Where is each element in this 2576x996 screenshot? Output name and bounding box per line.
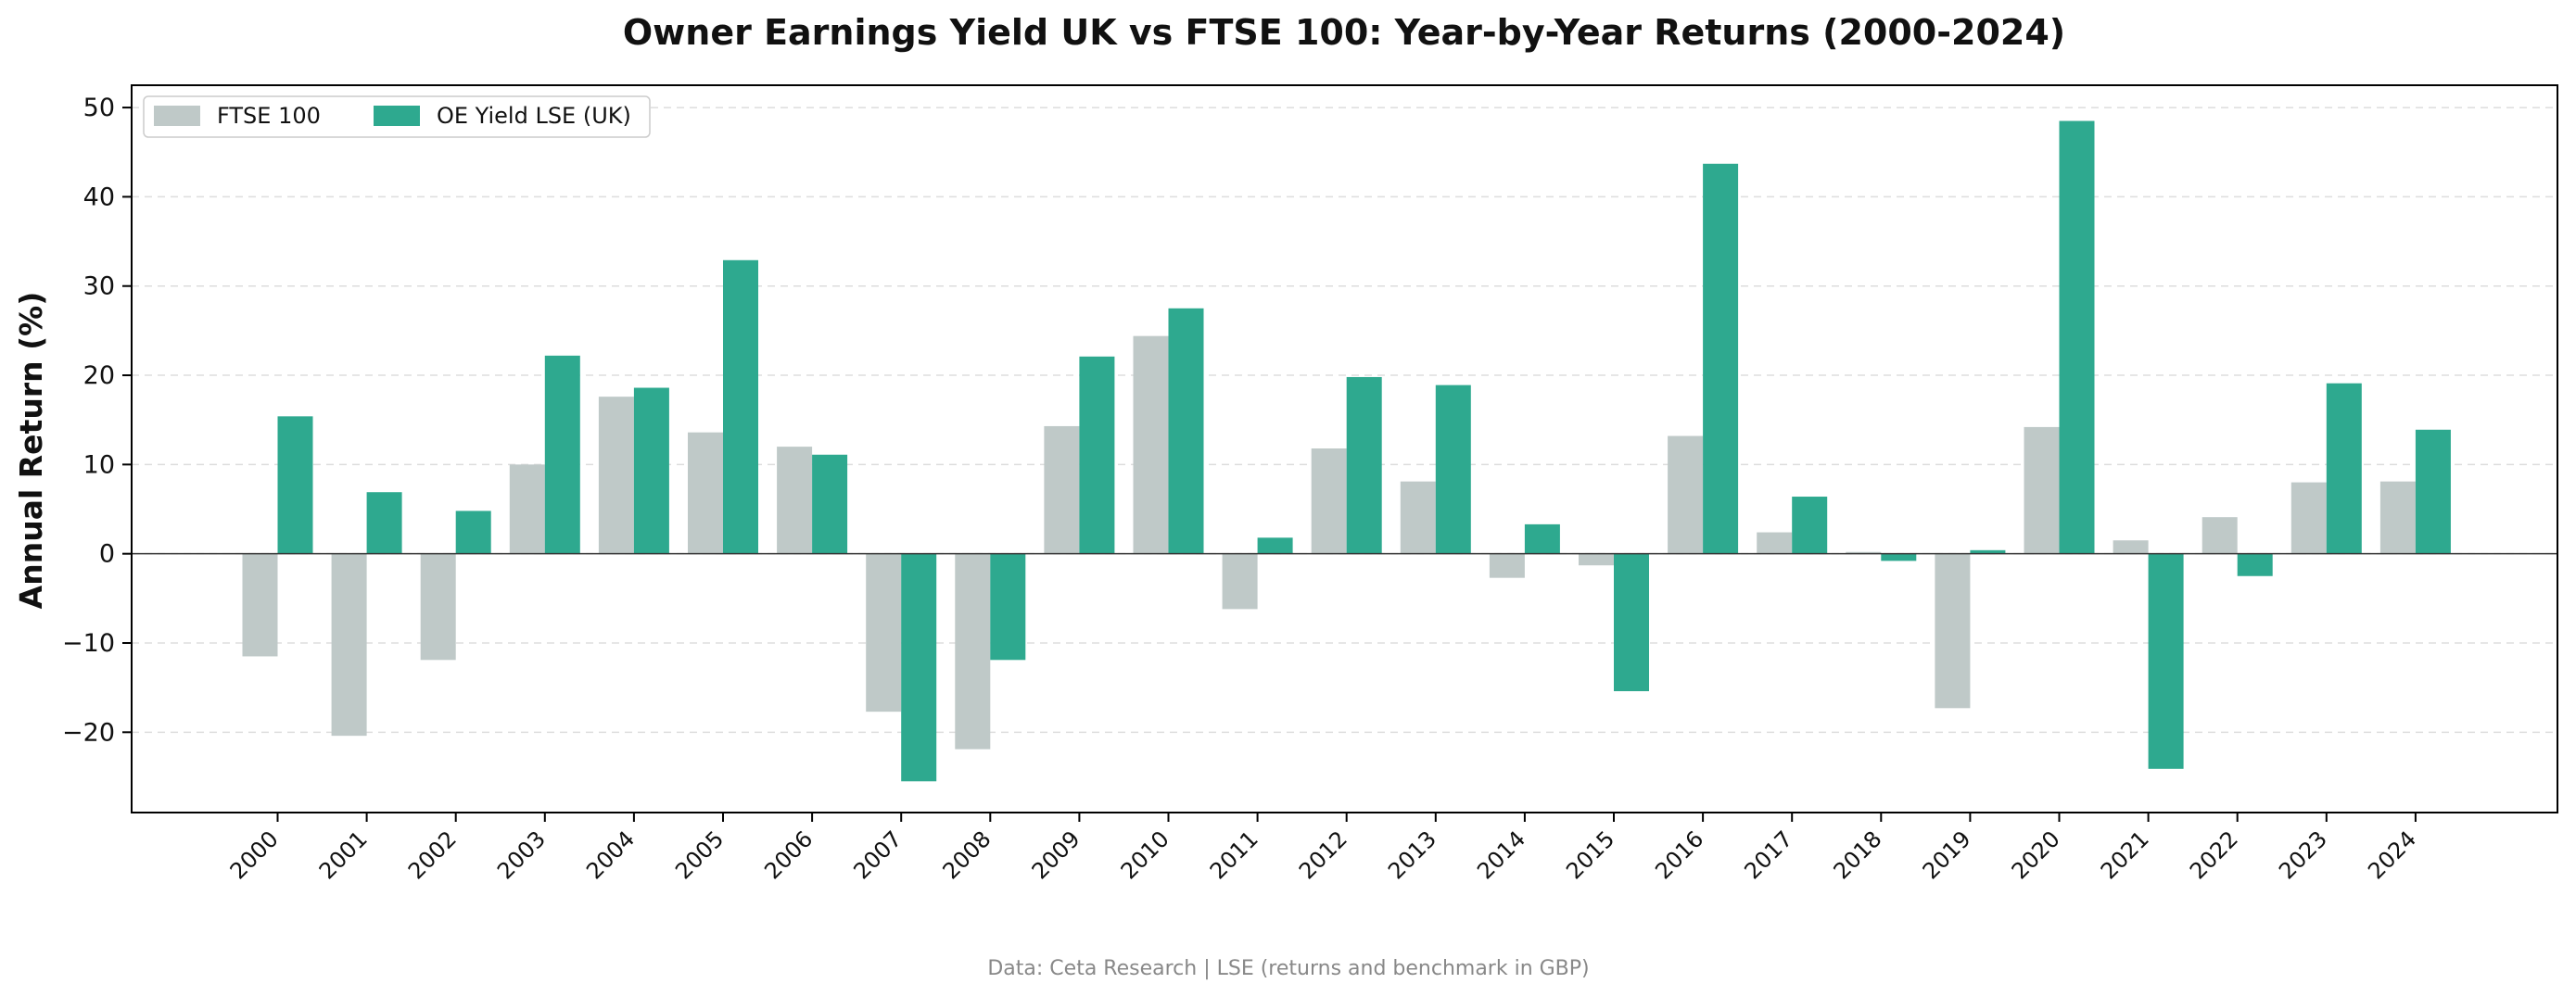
x-tick-label: 2016 bbox=[1650, 826, 1708, 884]
bar-oe-yield bbox=[2326, 383, 2362, 554]
x-tick-label: 2000 bbox=[225, 826, 284, 884]
bar-oe-yield bbox=[544, 355, 580, 554]
y-tick-label: 20 bbox=[83, 361, 115, 390]
x-tick-label: 2014 bbox=[1472, 826, 1530, 884]
data-source-footnote: Data: Ceta Research | LSE (returns and b… bbox=[987, 957, 1589, 980]
bar-ftse100 bbox=[1846, 551, 1882, 554]
bar-ftse100 bbox=[2290, 482, 2327, 554]
x-tick-label: 2001 bbox=[314, 826, 373, 884]
bar-oe-yield bbox=[1792, 497, 1828, 554]
bar-ftse100 bbox=[598, 397, 634, 554]
x-tick-label: 2018 bbox=[1829, 826, 1887, 884]
bar-oe-yield bbox=[1168, 308, 1204, 554]
y-tick-label: −20 bbox=[62, 718, 115, 747]
x-tick-label: 2011 bbox=[1205, 826, 1263, 884]
bar-ftse100 bbox=[1668, 435, 1704, 554]
x-tick-label: 2020 bbox=[2007, 826, 2065, 884]
bar-oe-yield bbox=[1703, 163, 1739, 554]
bar-ftse100 bbox=[331, 553, 367, 737]
legend: FTSE 100 OE Yield LSE (UK) bbox=[143, 95, 651, 138]
bar-oe-yield bbox=[1881, 553, 1917, 561]
x-tick-label: 2015 bbox=[1561, 826, 1619, 884]
bar-ftse100 bbox=[688, 432, 723, 554]
bar-ftse100 bbox=[1044, 425, 1080, 554]
y-tick-label: 0 bbox=[99, 540, 115, 569]
x-tick-label: 2007 bbox=[848, 826, 907, 884]
x-tick-label: 2023 bbox=[2274, 826, 2332, 884]
x-tick-label: 2024 bbox=[2363, 826, 2421, 884]
plot-area-frame bbox=[131, 84, 2558, 813]
bar-ftse100 bbox=[1400, 481, 1436, 554]
x-tick-label: 2003 bbox=[492, 826, 551, 884]
x-tick-label: 2005 bbox=[670, 826, 729, 884]
y-tick-label: −10 bbox=[62, 629, 115, 658]
y-axis: −20 −10 0 10 20 30 40 50 bbox=[62, 94, 132, 747]
bar-oe-yield bbox=[990, 553, 1026, 661]
x-tick-label: 2017 bbox=[1739, 826, 1797, 884]
legend-label-oe-yield: OE Yield LSE (UK) bbox=[437, 103, 631, 129]
bar-ftse100 bbox=[955, 553, 991, 750]
y-tick-label: 40 bbox=[83, 183, 115, 211]
legend-swatch-oe-yield bbox=[374, 106, 420, 126]
y-tick-label: 30 bbox=[83, 272, 115, 301]
x-tick-label: 2010 bbox=[1116, 826, 1174, 884]
x-tick-label: 2019 bbox=[1918, 826, 1976, 884]
bar-oe-yield bbox=[1079, 356, 1115, 554]
y-tick-label: 50 bbox=[83, 94, 115, 122]
bar-ftse100 bbox=[1757, 532, 1793, 554]
bar-ftse100 bbox=[1311, 448, 1347, 554]
bar-oe-yield bbox=[2148, 553, 2184, 769]
bar-ftse100 bbox=[2024, 426, 2060, 554]
y-tick-label: 10 bbox=[83, 450, 115, 479]
legend-label-ftse100: FTSE 100 bbox=[217, 103, 321, 129]
bar-ftse100 bbox=[866, 553, 902, 712]
y-axis-label: Annual Return (%) bbox=[13, 292, 49, 610]
x-tick-label: 2002 bbox=[403, 826, 462, 884]
bar-oe-yield bbox=[1970, 549, 2006, 554]
bar-ftse100 bbox=[777, 447, 813, 554]
chart-title: Owner Earnings Yield UK vs FTSE 100: Yea… bbox=[623, 12, 2065, 53]
x-tick-label: 2008 bbox=[938, 826, 996, 884]
bar-oe-yield bbox=[2415, 429, 2451, 554]
bar-oe-yield bbox=[2059, 120, 2095, 554]
bar-oe-yield bbox=[901, 553, 937, 782]
bar-oe-yield bbox=[366, 492, 402, 554]
bar-ftse100 bbox=[2379, 481, 2416, 554]
bar-oe-yield bbox=[1435, 385, 1471, 554]
bar-ftse100 bbox=[1935, 553, 1971, 709]
bar-oe-yield bbox=[2237, 553, 2273, 576]
bar-oe-yield bbox=[723, 259, 758, 554]
x-tick-label: 2022 bbox=[2185, 826, 2243, 884]
x-tick-label: 2004 bbox=[581, 826, 640, 884]
bar-oe-yield bbox=[1524, 523, 1560, 554]
bar-ftse100 bbox=[1579, 553, 1614, 566]
bar-ftse100 bbox=[1489, 553, 1525, 578]
x-tick-label: 2013 bbox=[1383, 826, 1441, 884]
grid-lines bbox=[132, 107, 2557, 734]
bar-ftse100 bbox=[2202, 517, 2238, 554]
bar-ftse100 bbox=[1222, 553, 1258, 610]
bar-ftse100 bbox=[1133, 335, 1169, 554]
bar-oe-yield bbox=[812, 454, 848, 554]
bar-ftse100 bbox=[420, 553, 456, 661]
bar-oe-yield bbox=[1614, 553, 1649, 692]
bar-ftse100 bbox=[2113, 540, 2149, 554]
bar-oe-yield bbox=[1257, 537, 1293, 554]
bar-oe-yield bbox=[1346, 376, 1382, 554]
bar-ftse100 bbox=[509, 464, 545, 554]
x-tick-label: 2012 bbox=[1294, 826, 1352, 884]
x-tick-label: 2006 bbox=[759, 826, 818, 884]
bar-ftse100 bbox=[242, 553, 278, 657]
bar-oe-yield bbox=[455, 511, 491, 554]
x-tick-label: 2009 bbox=[1027, 826, 1085, 884]
x-axis: 2000 2001 2002 2003 2004 2005 2006 2007 2008 2009… bbox=[225, 813, 2421, 884]
bars bbox=[242, 120, 2451, 782]
legend-swatch-ftse100 bbox=[154, 106, 200, 126]
bar-oe-yield bbox=[277, 416, 313, 554]
x-tick-label: 2021 bbox=[2096, 826, 2154, 884]
bar-oe-yield bbox=[633, 387, 669, 554]
